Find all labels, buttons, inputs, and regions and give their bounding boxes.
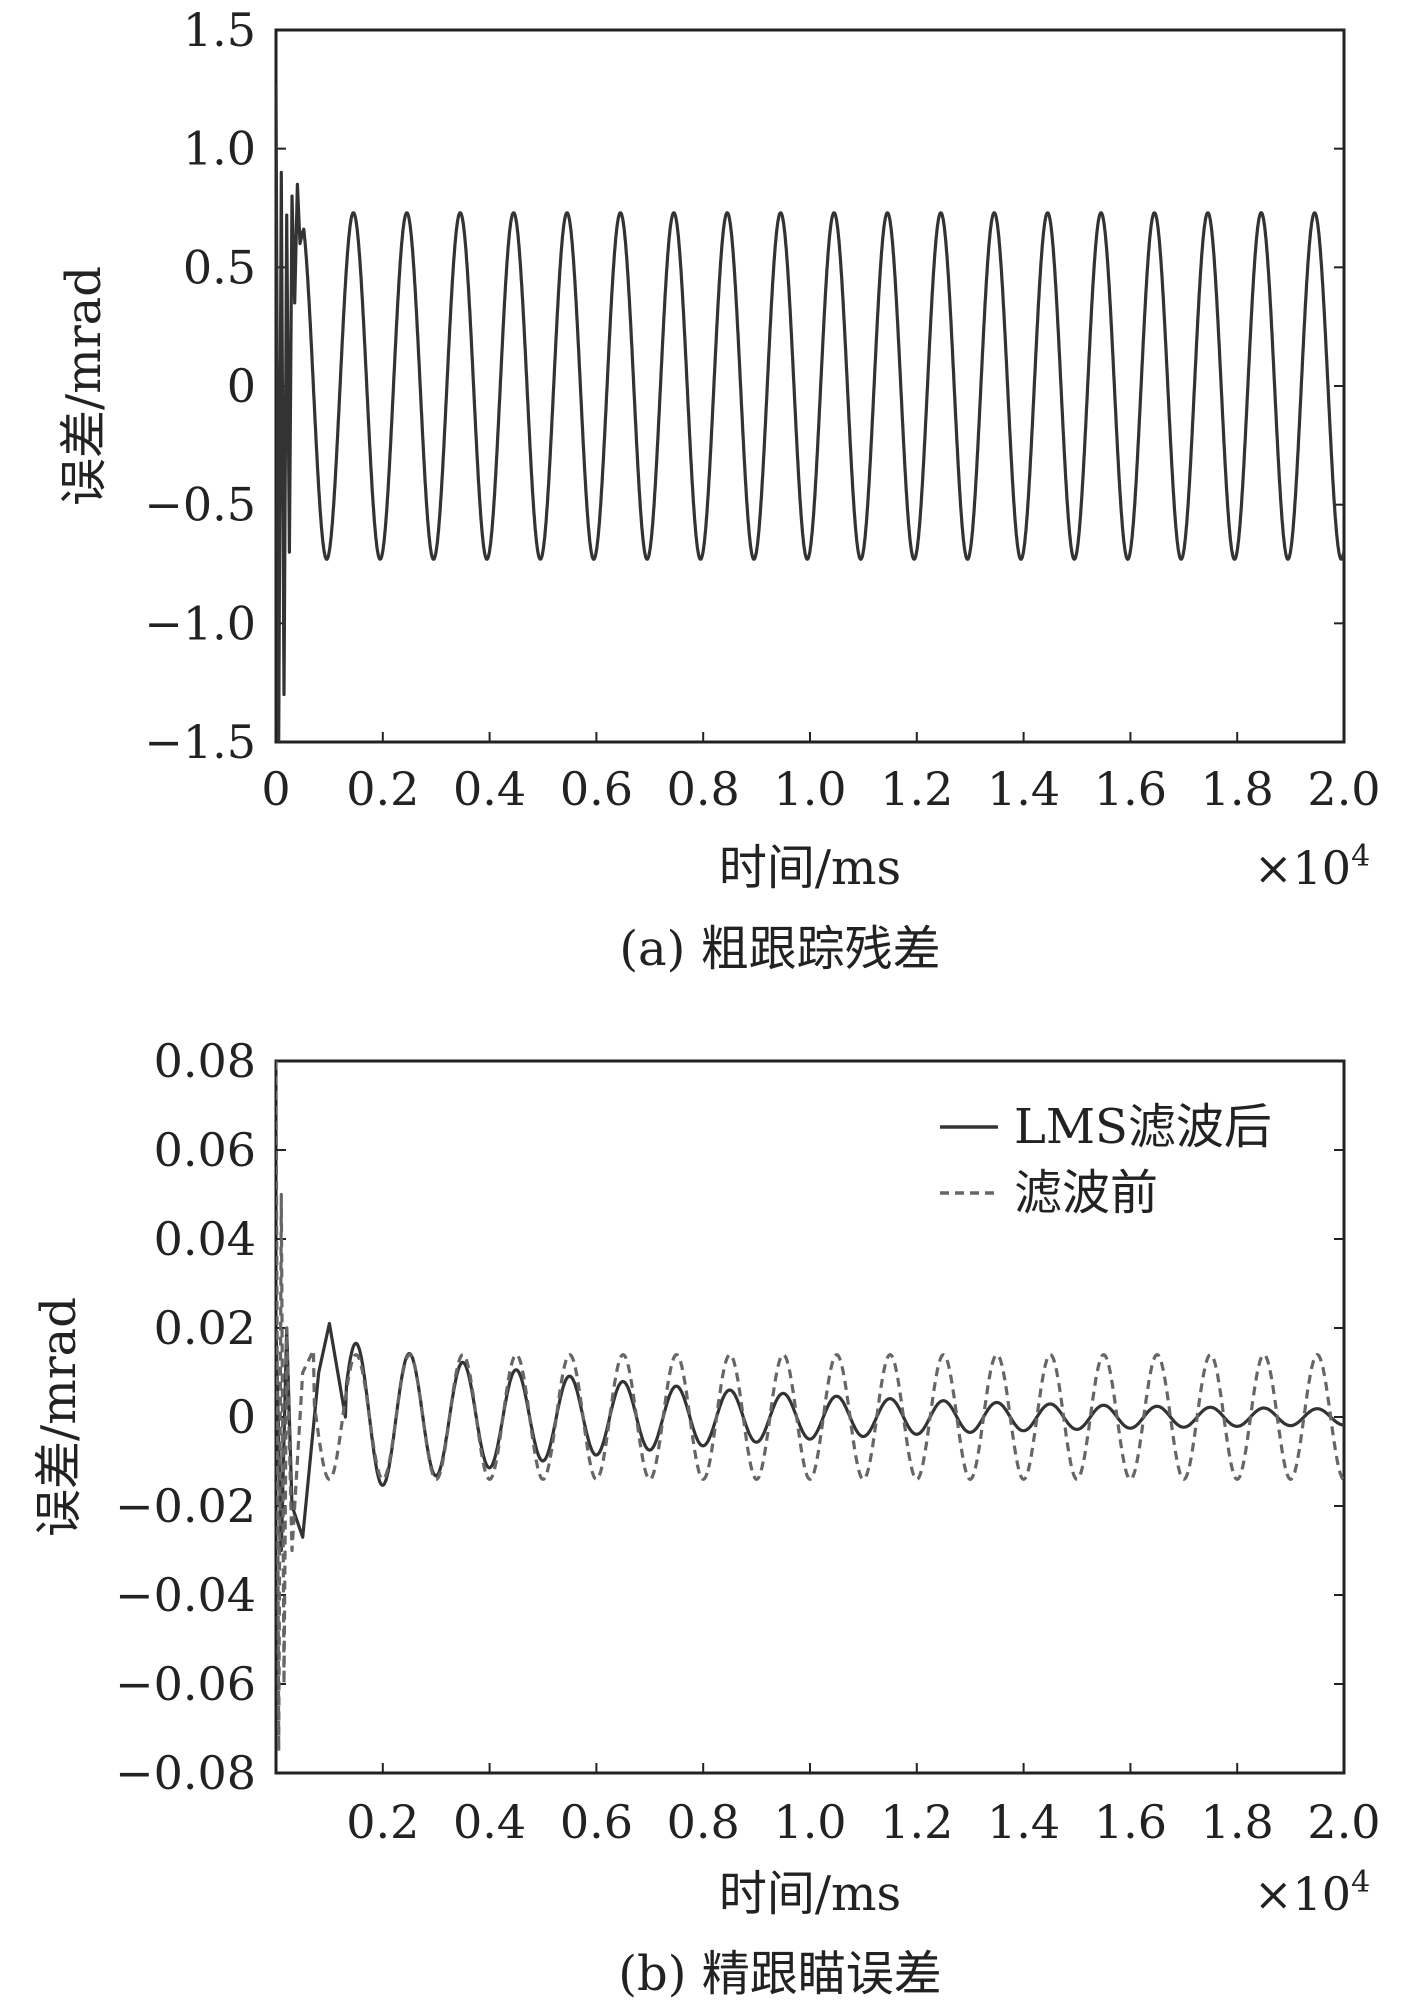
x-tick-label: 0.2: [346, 762, 419, 816]
x-axis-label: 时间/ms: [719, 1866, 901, 1922]
x-tick-label: 1.0: [773, 762, 846, 816]
x-tick-label: 0.6: [560, 1795, 633, 1849]
y-tick-label: −1.5: [144, 715, 256, 769]
x-tick-label: 1.2: [880, 1795, 953, 1849]
plot-frame: [274, 28, 1346, 744]
plot-area: [276, 1061, 1344, 1753]
x-multiplier-base: ×10: [1254, 841, 1351, 895]
x-tick-label: 2.0: [1307, 1795, 1380, 1849]
x-multiplier: ×104: [1254, 1865, 1370, 1921]
chart-panel-a: 1.51.00.50−0.5−1.0−1.50 0.2 0.4 0.6 0.8 1.0 1.…: [56, 3, 1381, 977]
x-multiplier: ×104: [1254, 839, 1370, 895]
x-tick-label: 1.8: [1201, 762, 1274, 816]
x-tick-label: 1.6: [1094, 1795, 1167, 1849]
y-tick-label: −1.0: [144, 596, 256, 650]
series-line-residual: [276, 84, 1344, 742]
series-line-before-filter: [276, 1061, 1344, 1753]
x-tick-label: 0.4: [453, 1795, 526, 1849]
x-multiplier-base: ×10: [1254, 1867, 1351, 1921]
x-tick-label: 2.0: [1307, 762, 1380, 816]
legend-label: 滤波前: [1014, 1165, 1158, 1221]
x-tick-label: 0.2: [346, 1795, 419, 1849]
y-tick-label: −0.5: [144, 478, 256, 532]
x-tick-label: 1.0: [773, 1795, 846, 1849]
chart-panel-b: 0.08 0.06 0.04 0.02 0 −0.02 −0.04 −0.06 −0.08 0.2…: [31, 1034, 1381, 2002]
y-tick-label: −0.08: [115, 1746, 256, 1800]
y-tick-label: 0.06: [154, 1123, 256, 1177]
y-tick-label: 0: [227, 1390, 256, 1444]
y-tick-label: 1.0: [183, 122, 256, 176]
y-tick-label: 0.08: [154, 1034, 256, 1088]
x-tick-label: 0.4: [453, 762, 526, 816]
plot-area: [276, 84, 1344, 742]
x-tick-label: 1.4: [987, 762, 1060, 816]
series-line-lms-filtered: [276, 1321, 1344, 1553]
y-tick-label: 0.02: [154, 1301, 256, 1355]
figure-caption: (a) 粗跟踪残差: [619, 921, 940, 977]
x-multiplier-exponent: 4: [1351, 839, 1370, 874]
legend-label: LMS滤波后: [1014, 1099, 1272, 1155]
x-tick-label: 1.4: [987, 1795, 1060, 1849]
y-tick-label: 0.5: [183, 240, 256, 294]
x-multiplier-exponent: 4: [1351, 1865, 1370, 1900]
y-tick-label: 0: [227, 359, 256, 413]
x-tick-label: 0.6: [560, 762, 633, 816]
plot-frame: [274, 1059, 1346, 1775]
x-tick-label: 1.2: [880, 762, 953, 816]
x-tick-label: 1.8: [1201, 1795, 1274, 1849]
y-axis-label: 误差/mrad: [56, 266, 112, 506]
figure-caption: (b) 精跟瞄误差: [618, 1946, 941, 2002]
x-axis-label: 时间/ms: [719, 840, 901, 896]
x-tick-label: 0.8: [667, 1795, 740, 1849]
x-tick-label: 0.8: [667, 762, 740, 816]
y-tick-label: 0.04: [154, 1212, 256, 1266]
y-tick-label: −0.04: [115, 1568, 256, 1622]
x-tick-label: 1.6: [1094, 762, 1167, 816]
y-axis-label: 误差/mrad: [31, 1297, 87, 1537]
y-tick-label: −0.06: [115, 1657, 256, 1711]
y-tick-label: −0.02: [115, 1479, 256, 1533]
y-tick-label: 1.5: [183, 3, 256, 57]
x-tick-label: 0: [261, 762, 290, 816]
